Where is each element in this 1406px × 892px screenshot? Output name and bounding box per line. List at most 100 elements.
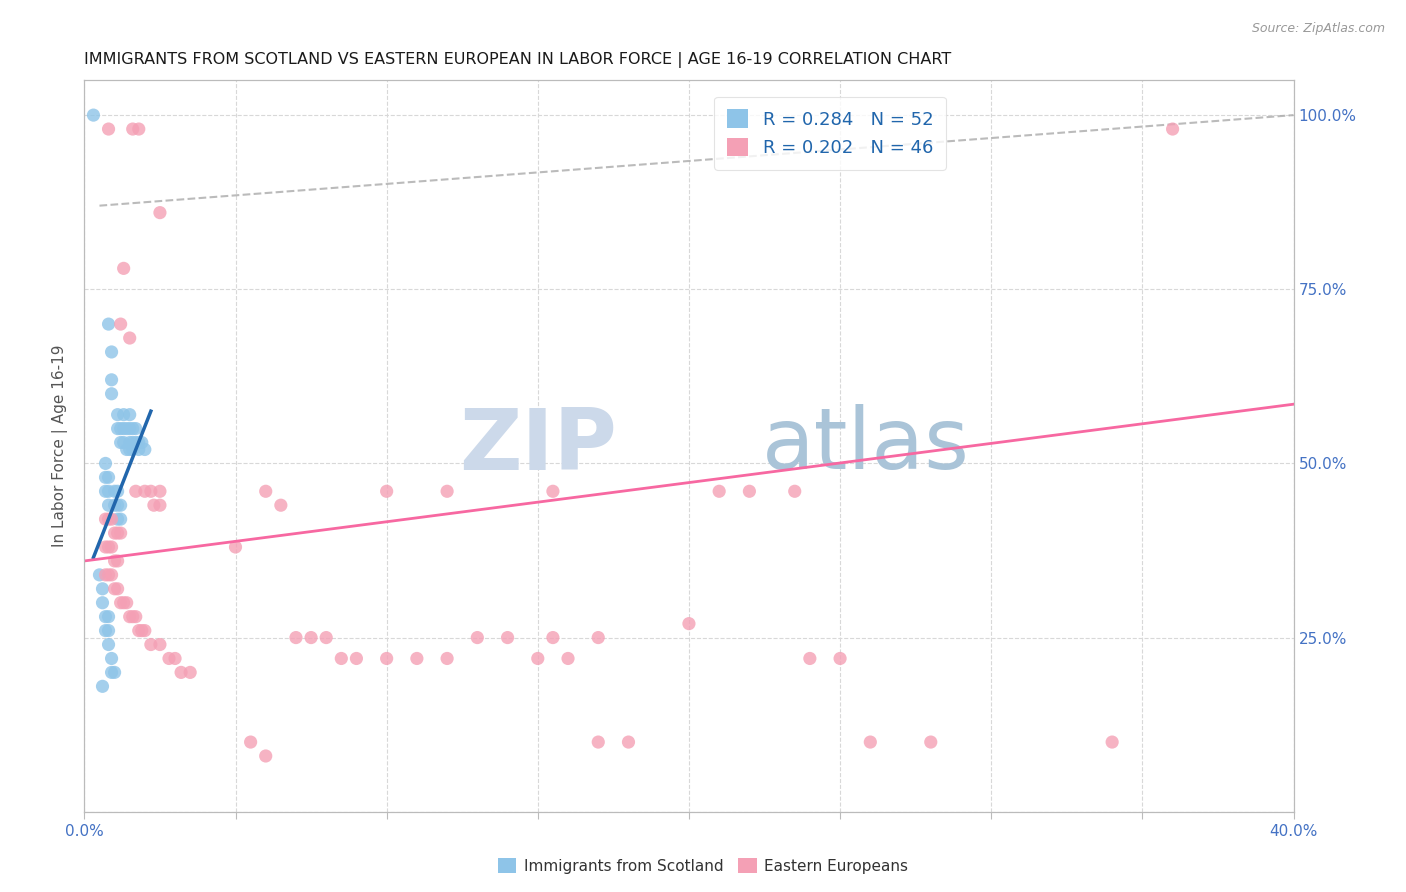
Point (285, 631, 308, 645)
Point (299, 631, 322, 645)
Point (97, 122, 120, 136)
Point (121, 421, 143, 435)
Point (617, 735, 640, 749)
Point (100, 373, 122, 387)
Point (134, 624, 156, 638)
Point (375, 484, 398, 499)
Point (100, 651, 122, 665)
Point (94, 609, 117, 624)
Point (179, 665, 201, 680)
Point (128, 122, 150, 136)
Point (157, 651, 180, 665)
Point (125, 435, 148, 450)
Point (94, 512, 117, 526)
Point (588, 631, 610, 645)
Point (97, 638, 120, 652)
Point (100, 512, 122, 526)
Point (118, 609, 141, 624)
Point (541, 631, 564, 645)
Point (94, 484, 117, 499)
Point (496, 631, 519, 645)
Point (121, 442, 143, 457)
Point (94, 470, 117, 484)
Point (128, 435, 150, 450)
Point (315, 631, 337, 645)
Point (170, 665, 193, 680)
Point (330, 651, 353, 665)
Point (830, 651, 852, 665)
Point (94, 624, 117, 638)
Point (920, 735, 942, 749)
Point (100, 540, 122, 554)
Point (131, 624, 153, 638)
Point (118, 442, 141, 457)
Point (107, 526, 129, 541)
Point (541, 484, 564, 499)
Point (97, 609, 120, 624)
Point (91, 582, 114, 596)
Point (134, 484, 156, 499)
Point (100, 567, 122, 582)
Point (97, 512, 120, 526)
Point (799, 651, 821, 665)
Point (121, 609, 143, 624)
Point (107, 554, 129, 568)
Point (254, 749, 277, 764)
Point (783, 484, 806, 499)
Point (97, 498, 120, 512)
Point (142, 498, 165, 512)
Point (115, 596, 138, 610)
Point (1161, 122, 1184, 136)
Point (112, 261, 135, 276)
Point (107, 498, 129, 512)
Point (165, 651, 187, 665)
Point (406, 651, 429, 665)
Point (118, 408, 141, 422)
Point (94, 540, 117, 554)
Point (149, 498, 172, 512)
Point (128, 624, 150, 638)
Point (100, 345, 122, 359)
Point (118, 331, 141, 345)
Point (131, 435, 153, 450)
Y-axis label: In Labor Force | Age 16-19: In Labor Force | Age 16-19 (52, 344, 69, 548)
Point (107, 512, 129, 526)
Point (97, 624, 120, 638)
Point (375, 651, 398, 665)
Point (125, 609, 148, 624)
Point (527, 651, 550, 665)
Point (678, 616, 700, 631)
Point (112, 435, 135, 450)
Text: IMMIGRANTS FROM SCOTLAND VS EASTERN EUROPEAN IN LABOR FORCE | AGE 16-19 CORRELAT: IMMIGRANTS FROM SCOTLAND VS EASTERN EURO… (84, 52, 952, 68)
Point (82, 108, 104, 122)
Point (97, 484, 120, 499)
Point (121, 122, 143, 136)
Point (112, 408, 135, 422)
Point (436, 484, 458, 499)
Point (97, 317, 120, 331)
Point (149, 638, 172, 652)
Point (104, 526, 127, 541)
Point (557, 651, 579, 665)
Point (225, 540, 247, 554)
Point (346, 651, 368, 665)
Legend: R = 0.284   N = 52, R = 0.202   N = 46: R = 0.284 N = 52, R = 0.202 N = 46 (714, 96, 946, 169)
Point (588, 735, 610, 749)
Text: Source: ZipAtlas.com: Source: ZipAtlas.com (1251, 22, 1385, 36)
Point (738, 484, 761, 499)
Point (107, 421, 129, 435)
Point (125, 484, 148, 499)
Point (110, 596, 132, 610)
Point (97, 567, 120, 582)
Point (112, 421, 135, 435)
Point (104, 484, 127, 499)
Point (128, 442, 150, 457)
Point (709, 484, 731, 499)
Point (467, 631, 489, 645)
Point (107, 582, 129, 596)
Point (436, 651, 458, 665)
Point (104, 582, 127, 596)
Point (104, 554, 127, 568)
Point (107, 484, 129, 499)
Point (107, 408, 129, 422)
